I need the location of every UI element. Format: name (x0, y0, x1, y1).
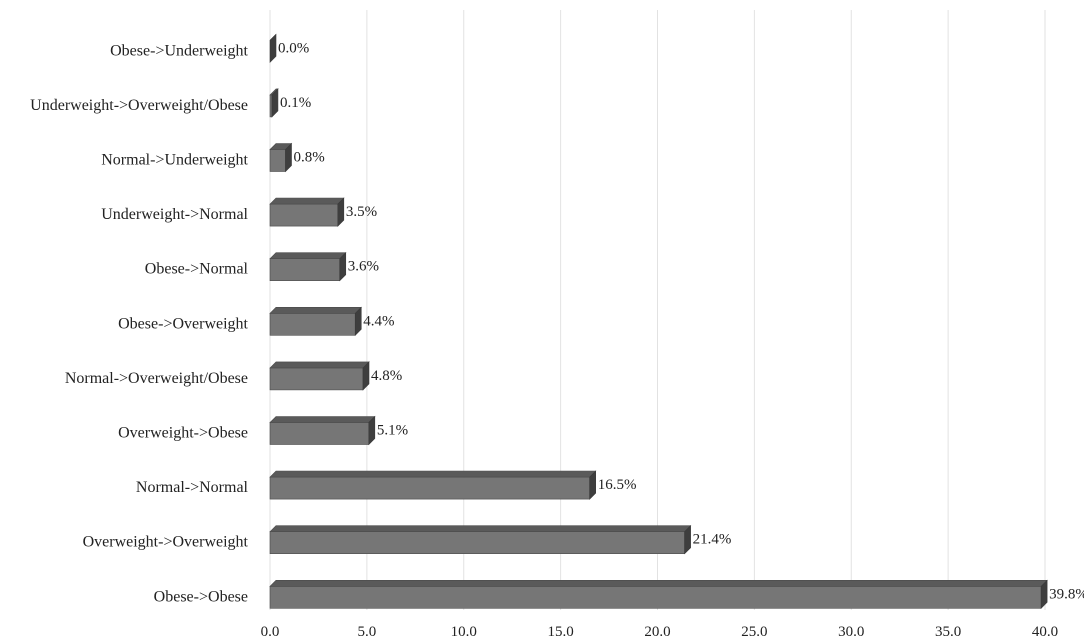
x-tick-label: 25.0 (741, 624, 767, 640)
bar-front (269, 203, 339, 227)
x-tick-label: 20.0 (644, 624, 670, 640)
category-label: Overweight->Obese (118, 425, 248, 442)
bar-top (269, 306, 362, 314)
bar (269, 251, 347, 282)
bar (269, 579, 1048, 610)
bars-layer (269, 33, 1048, 610)
bar-top (269, 361, 370, 369)
bar (269, 361, 370, 391)
data-label: 0.1% (280, 95, 311, 111)
bar-front (269, 258, 341, 282)
bar (269, 524, 692, 555)
grid-layer (269, 10, 1046, 610)
bar-side (362, 361, 370, 391)
bar-side (285, 142, 292, 173)
x-tick-label: 35.0 (935, 624, 961, 640)
data-label: 0.8% (294, 150, 325, 166)
category-label: Obese->Overweight (118, 315, 248, 332)
data-label: 3.5% (346, 204, 377, 220)
x-tick-label: 30.0 (838, 624, 864, 640)
x-tick-label: 40.0 (1032, 624, 1058, 640)
category-label: Normal->Overweight/Obese (65, 370, 248, 387)
bar-side (269, 33, 277, 64)
x-tick-label: 15.0 (548, 624, 574, 640)
data-label: 16.5% (598, 477, 637, 493)
bar-front (269, 367, 364, 391)
x-tick-label: 10.0 (451, 624, 477, 640)
bar-front (269, 531, 685, 555)
bar-front (269, 476, 590, 500)
data-label: 4.4% (363, 313, 394, 329)
bar (269, 142, 293, 173)
bar-side (271, 88, 279, 118)
category-label: Underweight->Overweight/Obese (30, 97, 248, 114)
bar-front (269, 585, 1042, 609)
data-label: 4.8% (371, 368, 402, 384)
bar-top (269, 252, 347, 260)
bar-side (1040, 579, 1048, 610)
bar-side (589, 470, 596, 500)
category-label: Overweight->Overweight (83, 534, 249, 551)
x-tick-label: 0.0 (261, 624, 280, 640)
bar (269, 470, 597, 500)
bar-top (269, 416, 376, 423)
category-label: Normal->Normal (136, 479, 249, 496)
bar-front (269, 422, 370, 445)
data-label: 3.6% (348, 259, 379, 275)
bar-side (337, 197, 345, 227)
category-label: Underweight->Normal (101, 206, 248, 223)
bar-front (269, 312, 356, 336)
data-label: 39.8% (1049, 586, 1084, 602)
labels-layer: Obese->Underweight 0.0% Underweight->Overw… (30, 40, 1084, 605)
category-label: Obese->Normal (145, 261, 249, 278)
bar (269, 415, 376, 446)
bar-side (339, 251, 347, 282)
x-tick-label: 5.0 (358, 624, 377, 640)
category-label: Normal->Underweight (101, 152, 248, 169)
bar-top (269, 579, 1048, 587)
data-label: 21.4% (693, 532, 732, 548)
bar (269, 88, 279, 118)
bar-side (368, 415, 376, 446)
bar-top (269, 470, 597, 478)
bar (269, 197, 345, 227)
category-label: Obese->Obese (154, 588, 248, 605)
x-axis-ticks: 0.0 5.0 10.0 15.0 20.0 25.0 30.0 35.0 40.0 (261, 624, 1059, 640)
data-label: 0.0% (278, 40, 309, 56)
bar (269, 33, 277, 64)
bar (269, 306, 362, 337)
bar-side (354, 306, 362, 337)
data-label: 5.1% (377, 423, 408, 439)
bar-top (269, 525, 692, 533)
bar-side (684, 524, 691, 555)
category-label: Obese->Underweight (110, 42, 248, 59)
bar-front (269, 149, 286, 172)
bar-top (269, 197, 345, 205)
